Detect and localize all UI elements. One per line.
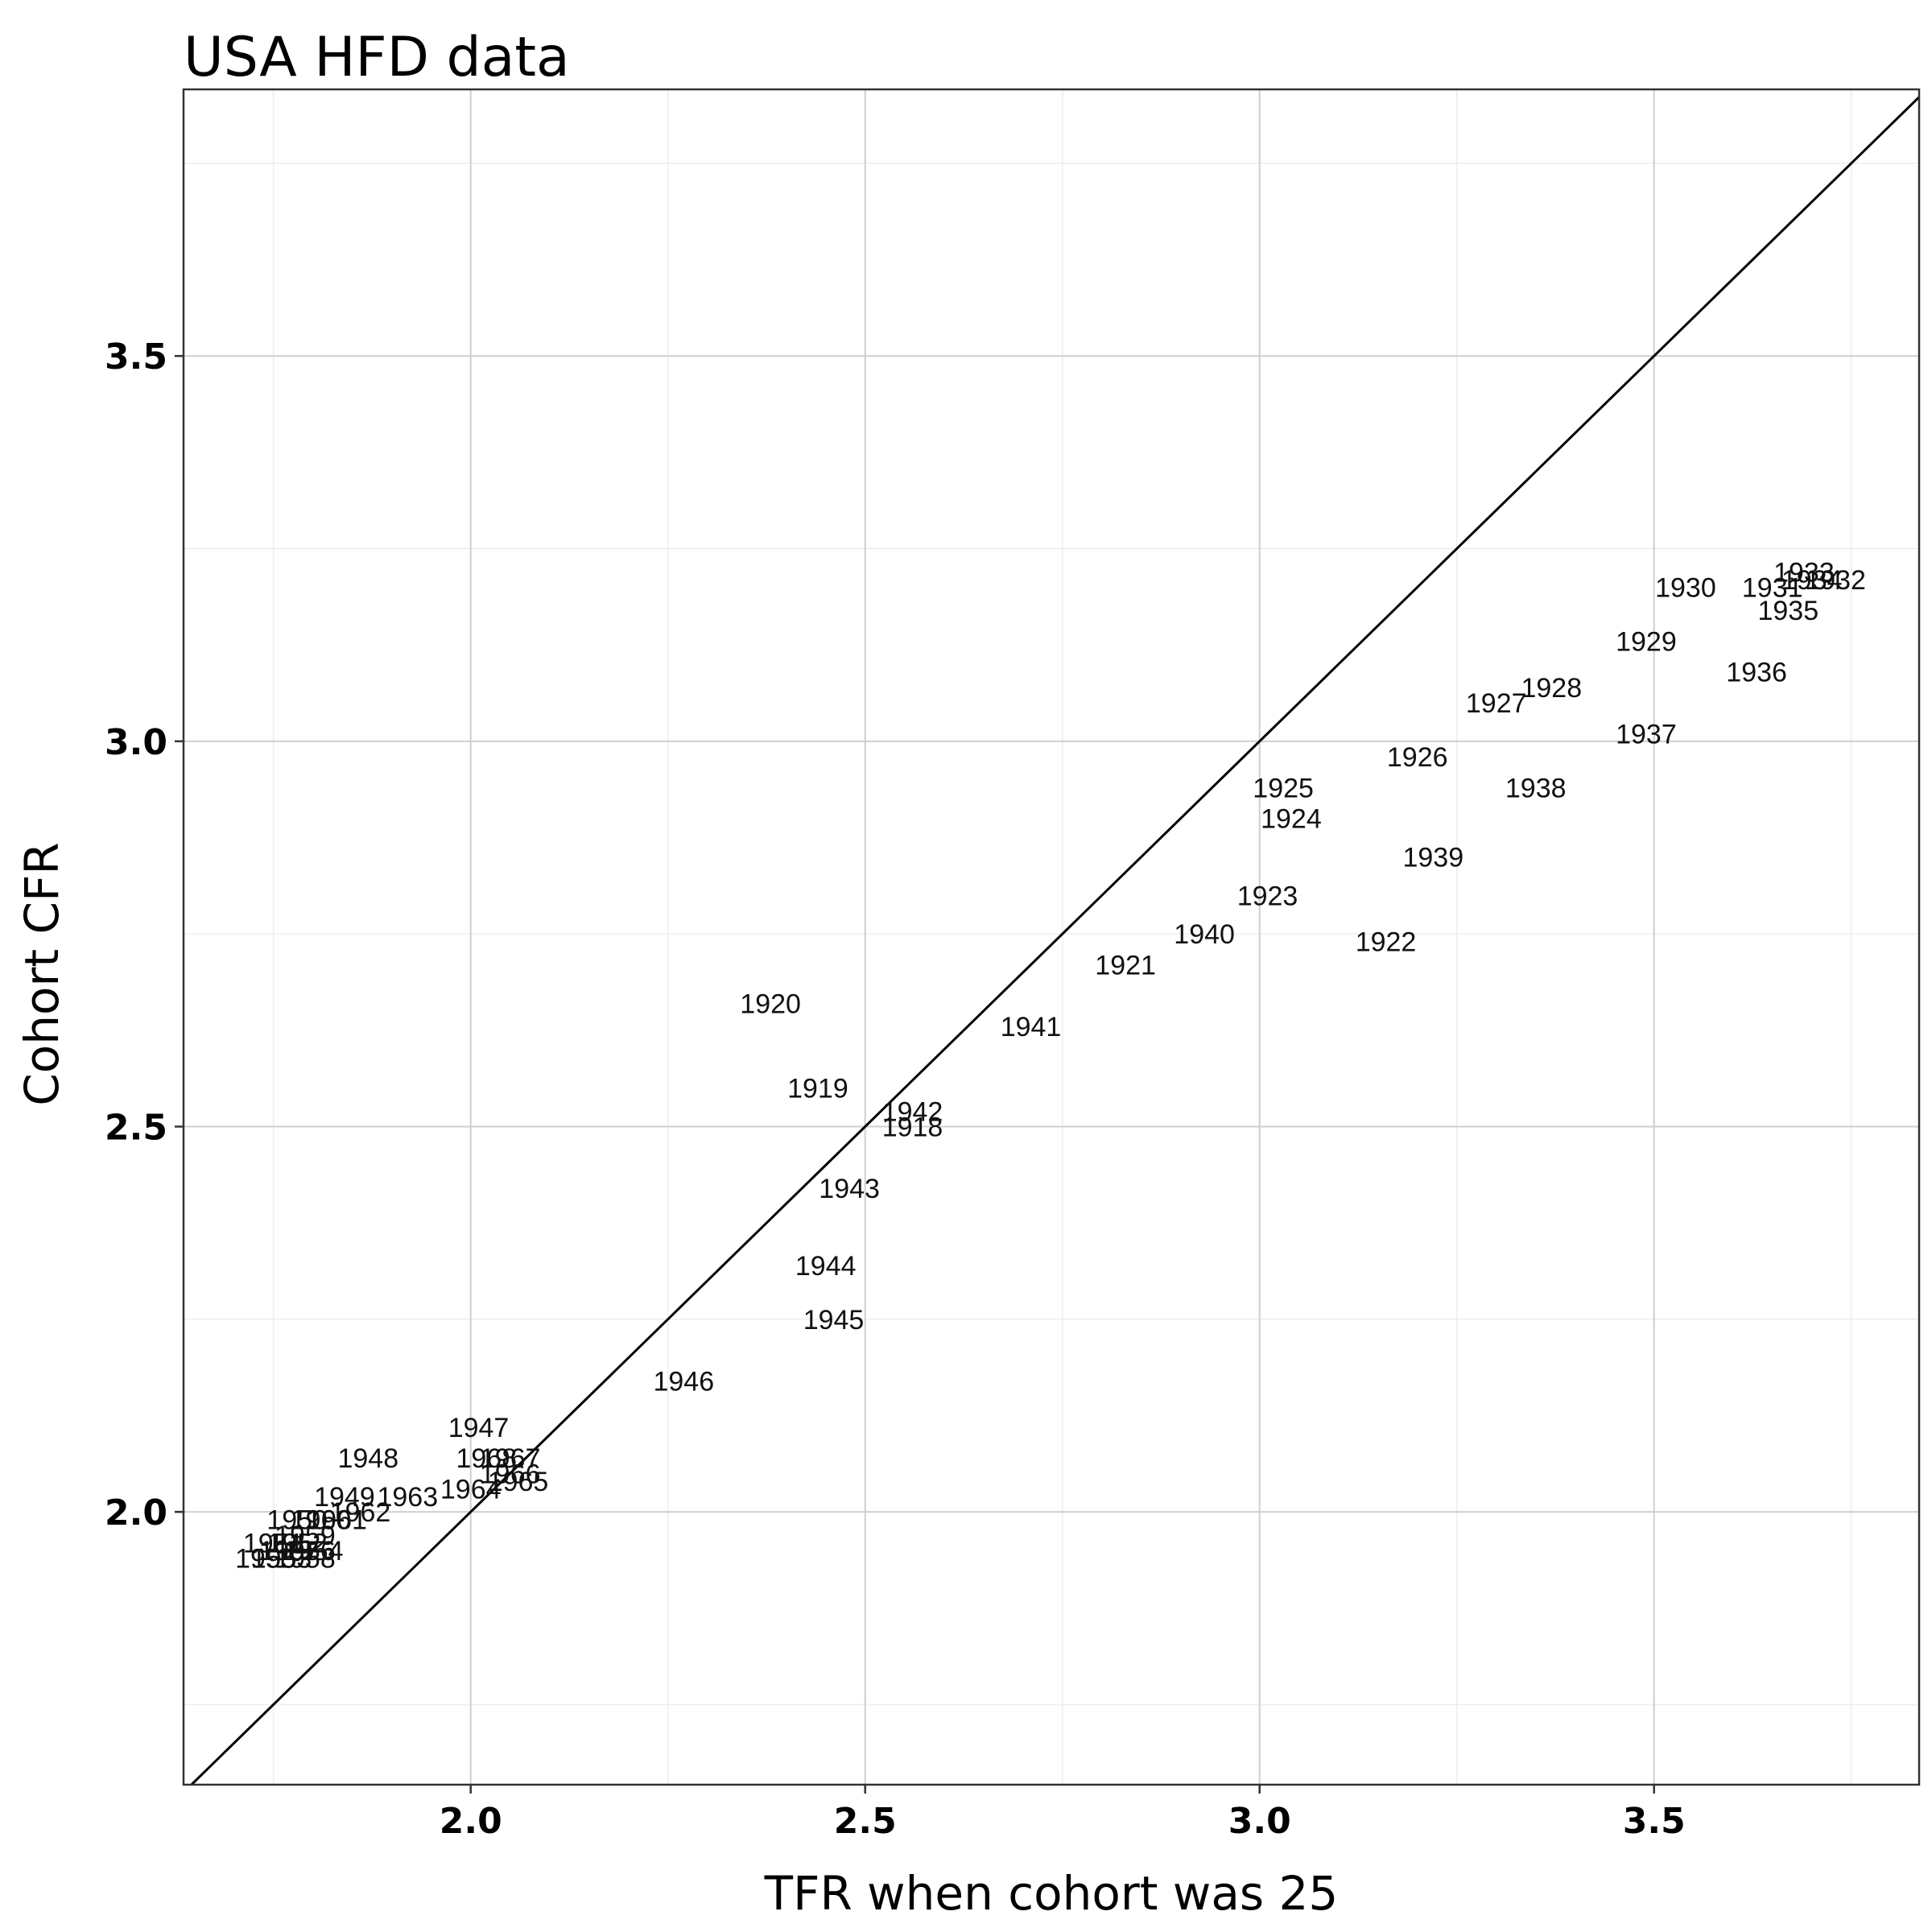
point-label-1928: 1928 — [1521, 673, 1582, 704]
point-label-1968: 1968 — [456, 1443, 517, 1474]
point-label-1948: 1948 — [337, 1443, 398, 1474]
x-tick-label: 2.5 — [834, 1801, 897, 1842]
point-label-1939: 1939 — [1402, 842, 1463, 873]
point-label-1931: 1931 — [1742, 572, 1803, 603]
point-label-1929: 1929 — [1616, 626, 1677, 657]
point-label-1954: 1954 — [283, 1536, 344, 1567]
axis-ticks: 2.0 2.5 3.0 3.5 2.0 2.5 3.0 3.5 — [105, 336, 1686, 1842]
point-label-1934: 1934 — [1781, 565, 1843, 596]
y-tick-label: 2.0 — [105, 1492, 167, 1534]
point-label-1949: 1949 — [314, 1482, 375, 1513]
point-label-1953: 1953 — [251, 1544, 312, 1575]
point-label-1946: 1946 — [653, 1366, 714, 1397]
point-label-1925: 1925 — [1253, 773, 1314, 803]
point-label-1944: 1944 — [795, 1251, 857, 1282]
reference-line-layer — [190, 96, 1921, 1786]
point-label-1935: 1935 — [1757, 596, 1818, 626]
point-label-1922: 1922 — [1356, 927, 1417, 958]
x-tick-label: 2.0 — [440, 1801, 502, 1842]
identity-reference-line — [190, 96, 1921, 1786]
point-label-1943: 1943 — [819, 1174, 880, 1204]
point-label-1957: 1957 — [258, 1536, 320, 1567]
point-label-1923: 1923 — [1237, 881, 1298, 911]
point-label-1921: 1921 — [1095, 950, 1156, 980]
point-label-1927: 1927 — [1466, 688, 1527, 719]
y-tick-label: 3.0 — [105, 722, 167, 763]
major-gridlines — [184, 89, 1919, 1785]
point-label-1919: 1919 — [787, 1074, 848, 1104]
point-label-1962: 1962 — [330, 1497, 391, 1528]
point-label-1941: 1941 — [1001, 1012, 1062, 1042]
point-label-1940: 1940 — [1174, 919, 1235, 950]
point-label-1963: 1963 — [377, 1482, 438, 1513]
point-label-1955: 1955 — [235, 1544, 296, 1575]
point-label-1958: 1958 — [275, 1544, 336, 1575]
y-tick-label: 3.5 — [105, 336, 167, 378]
point-label-1961: 1961 — [306, 1505, 367, 1536]
point-label-1942: 1942 — [882, 1096, 943, 1127]
point-label-1947: 1947 — [448, 1413, 510, 1443]
x-tick-label: 3.0 — [1228, 1801, 1291, 1842]
point-label-1937: 1937 — [1616, 719, 1677, 749]
point-label-1936: 1936 — [1726, 658, 1787, 688]
point-label-1938: 1938 — [1505, 773, 1567, 803]
point-label-1920: 1920 — [740, 989, 801, 1019]
point-label-1951: 1951 — [243, 1528, 304, 1558]
chart-title: USA HFD data — [184, 26, 570, 89]
y-axis-title: Cohort CFR — [14, 842, 69, 1105]
point-label-1966: 1966 — [480, 1459, 541, 1489]
point-label-1950: 1950 — [266, 1505, 328, 1536]
point-label-1959: 1959 — [275, 1521, 336, 1551]
x-tick-label: 3.5 — [1623, 1801, 1686, 1842]
point-label-1930: 1930 — [1655, 572, 1716, 603]
point-label-1924: 1924 — [1261, 804, 1322, 835]
point-label-1964: 1964 — [440, 1474, 502, 1505]
point-label-1967: 1967 — [480, 1443, 541, 1474]
point-label-1926: 1926 — [1387, 742, 1448, 773]
y-tick-label: 2.5 — [105, 1107, 167, 1148]
point-label-1918: 1918 — [882, 1112, 943, 1142]
point-label-1956: 1956 — [275, 1536, 336, 1567]
minor-gridlines — [184, 89, 1919, 1785]
point-label-1932: 1932 — [1805, 565, 1866, 596]
point-label-1933: 1933 — [1773, 557, 1835, 588]
x-axis-title: TFR when cohort was 25 — [764, 1866, 1339, 1921]
point-label-1965: 1965 — [488, 1467, 549, 1497]
point-label-1945: 1945 — [803, 1305, 865, 1335]
point-label-1960: 1960 — [291, 1505, 352, 1536]
point-label-1952: 1952 — [266, 1528, 328, 1558]
plot-panel-border — [182, 88, 1921, 1786]
